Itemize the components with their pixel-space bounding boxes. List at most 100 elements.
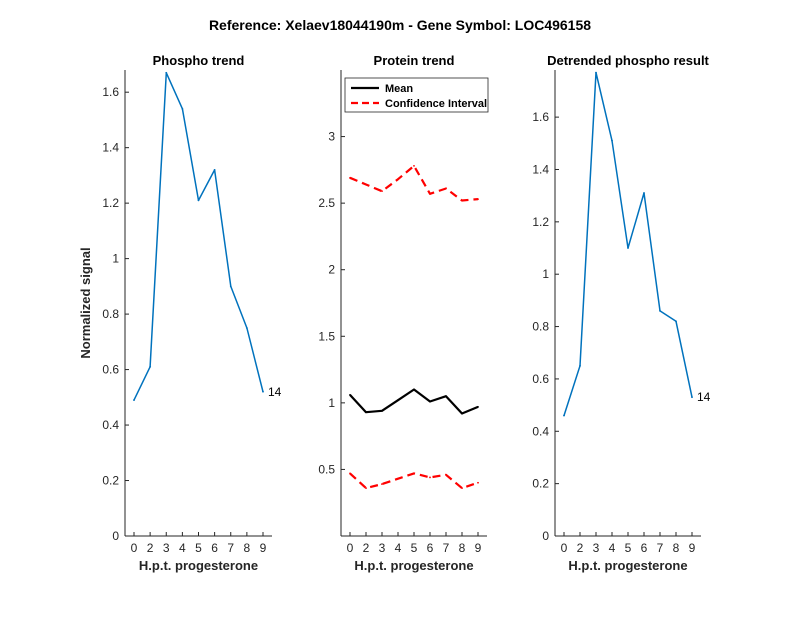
data-point — [445, 473, 447, 476]
x-tick-label: 7 — [227, 541, 234, 555]
data-point — [365, 411, 367, 414]
data-point — [477, 198, 479, 201]
data-point — [262, 390, 264, 393]
data-point — [397, 477, 399, 480]
x-tick-label: 3 — [379, 541, 386, 555]
x-tick-label: 6 — [427, 541, 434, 555]
data-point — [181, 107, 184, 110]
y-tick-label: 0.8 — [532, 320, 549, 334]
data-point — [397, 399, 399, 402]
data-point — [675, 320, 677, 323]
subplot-3: 00.20.40.60.811.21.41.60 2 3 4 5 6 7 8 9Detrende… — [532, 53, 710, 573]
x-tick-label: 3 — [593, 541, 600, 555]
data-point — [445, 395, 447, 398]
data-point — [413, 164, 415, 167]
x-tick-label: 9 — [260, 541, 267, 555]
y-tick-label: 1.5 — [318, 329, 335, 343]
data-point — [245, 327, 248, 329]
y-tick-label: 0.8 — [102, 307, 119, 321]
data-point — [365, 183, 367, 186]
x-tick-label: 0 — [131, 541, 138, 555]
x-tick-label: 2 — [577, 541, 584, 555]
data-point — [445, 187, 447, 190]
x-axis-label: H.p.t. progesterone — [139, 558, 258, 573]
x-tick-label: 2 — [363, 541, 370, 555]
y-tick-label: 3 — [328, 130, 335, 144]
y-tick-label: 0 — [112, 529, 119, 543]
data-point — [477, 481, 479, 484]
legend-entry-label: Mean — [385, 83, 413, 95]
x-tick-label: 7 — [657, 541, 664, 555]
series-line — [133, 72, 264, 401]
y-tick-label: 0 — [542, 529, 549, 543]
x-tick-label: 6 — [641, 541, 648, 555]
data-point — [691, 396, 693, 399]
data-point — [149, 365, 152, 368]
data-point — [197, 199, 200, 202]
x-tick-label: 8 — [459, 541, 466, 555]
data-point — [627, 247, 629, 249]
ci-line-2 — [349, 472, 479, 490]
data-point — [659, 309, 661, 312]
y-tick-label: 1 — [542, 267, 549, 281]
x-tick-label: 3 — [163, 541, 170, 555]
data-point — [229, 285, 232, 288]
data-point — [413, 472, 415, 475]
data-point — [413, 388, 415, 391]
y-tick-label: 2 — [328, 263, 335, 277]
x-tick-label: 5 — [625, 541, 632, 555]
y-tick-label: 0.5 — [318, 462, 335, 476]
data-point — [429, 400, 431, 403]
data-point — [643, 192, 645, 194]
x-tick-label: 5 — [411, 541, 418, 555]
y-tick-label: 0.4 — [532, 424, 549, 438]
data-point — [461, 487, 463, 489]
series-line — [563, 71, 693, 416]
y-tick-label: 1.6 — [102, 85, 119, 99]
x-axis-label: H.p.t. progesterone — [568, 558, 687, 573]
x-tick-label: 9 — [475, 541, 482, 555]
data-point — [611, 139, 613, 142]
x-tick-label: 5 — [195, 541, 202, 555]
y-tick-label: 1 — [112, 252, 119, 266]
x-tick-label: 9 — [689, 541, 696, 555]
y-tick-label: 0.2 — [102, 474, 119, 488]
data-point — [477, 405, 479, 408]
figure-title: Reference: Xelaev18044190m - Gene Symbol… — [209, 17, 591, 33]
x-tick-label: 0 — [347, 541, 354, 555]
data-point — [461, 412, 463, 415]
x-tick-label: 4 — [179, 541, 186, 555]
data-point — [381, 409, 383, 412]
data-point — [461, 199, 463, 202]
mean-line — [349, 388, 479, 415]
y-tick-label: 1 — [328, 396, 335, 410]
y-tick-label: 0.6 — [532, 372, 549, 386]
x-axis-label: H.p.t. progesterone — [354, 558, 473, 573]
x-tick-label: 4 — [609, 541, 616, 555]
data-point — [365, 487, 367, 489]
subplot-title: Phospho trend — [153, 53, 245, 68]
subplot-1: 00.20.40.60.811.21.41.60 2 3 4 5 6 7 8 9Phospho … — [78, 53, 282, 573]
legend: Mean Confidence Interval — [344, 77, 489, 113]
data-point — [349, 393, 351, 396]
data-point — [165, 71, 168, 74]
legend-entry-label: Confidence Interval — [385, 98, 487, 110]
y-tick-label: 1.2 — [532, 215, 549, 229]
data-point — [429, 192, 431, 195]
y-tick-label: 1.4 — [532, 162, 549, 176]
data-point — [429, 476, 431, 479]
data-point — [579, 364, 581, 367]
subplot-title: Protein trend — [374, 53, 455, 68]
x-tick-label: 7 — [443, 541, 450, 555]
y-tick-label: 1.6 — [532, 110, 549, 124]
data-point — [349, 176, 351, 179]
x-tick-label: 8 — [673, 541, 680, 555]
x-tick-label: 2 — [147, 541, 154, 555]
y-tick-label: 1.2 — [102, 196, 119, 210]
data-point — [349, 472, 351, 475]
series-end-label: 14 — [268, 385, 282, 399]
y-axis-label: Normalized signal — [78, 247, 93, 358]
data-point — [397, 178, 399, 181]
data-point — [213, 168, 216, 171]
x-tick-label: 4 — [395, 541, 402, 555]
